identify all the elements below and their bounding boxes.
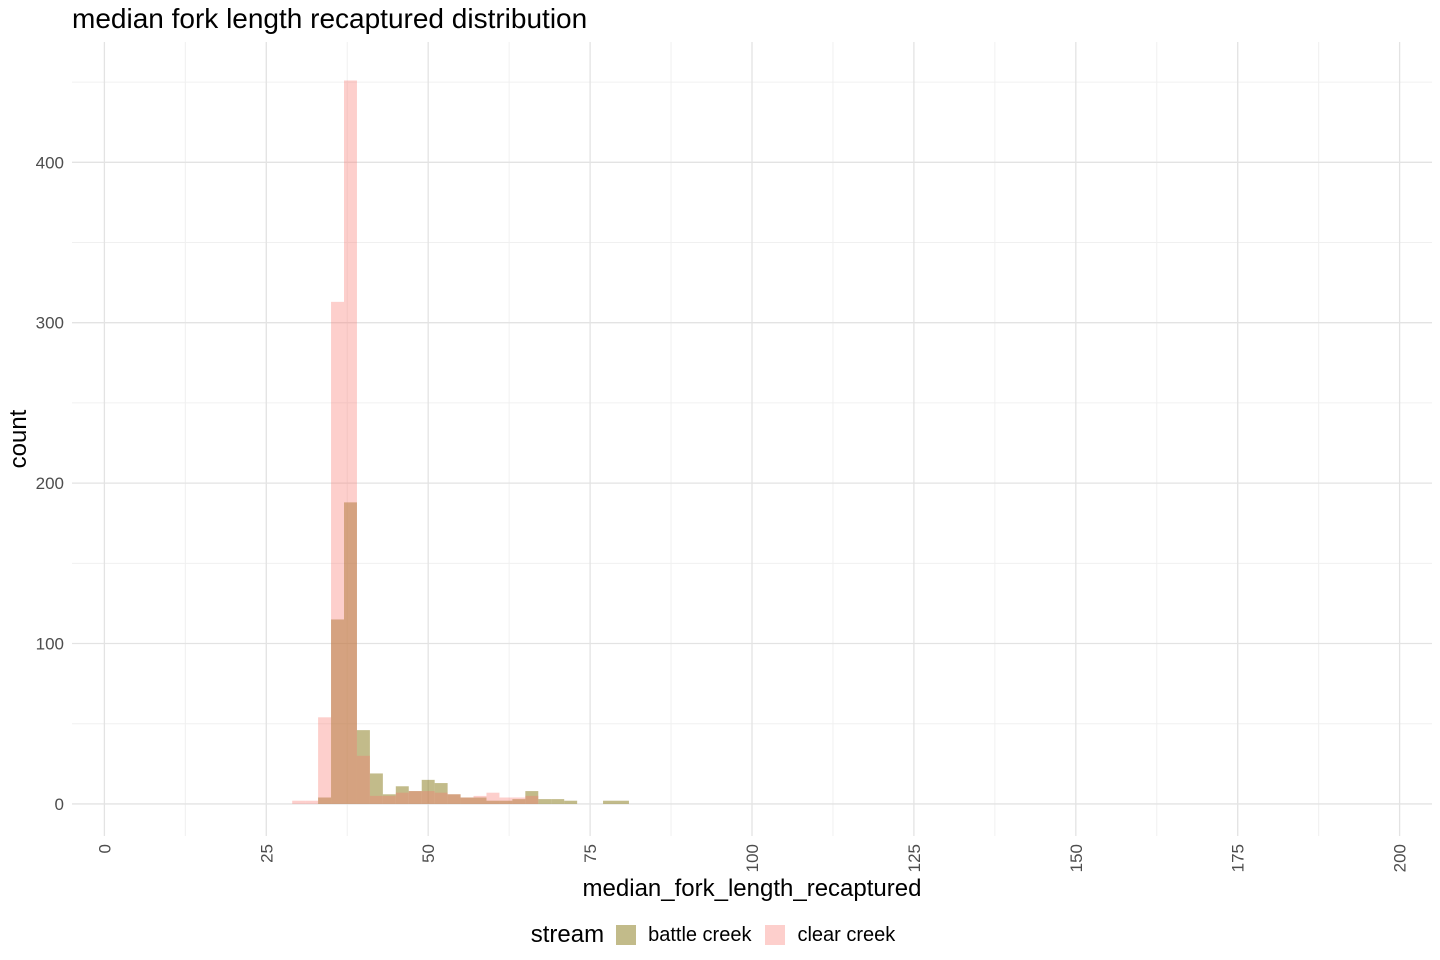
bar-battle-creek <box>512 799 526 804</box>
bar-battle-creek <box>331 619 344 804</box>
bar-battle-creek <box>486 800 500 804</box>
bar-battle-creek <box>525 791 539 804</box>
bar-battle-creek <box>564 800 578 804</box>
y-tick-label: 300 <box>36 314 64 333</box>
bar-clear-creek <box>499 797 513 804</box>
bar-battle-creek <box>616 800 629 804</box>
bar-clear-creek <box>382 795 396 804</box>
x-tick-label: 75 <box>581 844 600 863</box>
bar-clear-creek <box>421 791 435 804</box>
legend-title: stream <box>530 921 605 948</box>
x-axis-label: median_fork_length_recaptured <box>583 875 922 902</box>
bar-clear-creek <box>356 755 370 804</box>
bar-battle-creek <box>369 773 383 804</box>
bar-clear-creek <box>447 794 461 804</box>
y-tick-label: 200 <box>36 474 64 493</box>
bar-clear-creek <box>395 792 409 804</box>
bar-battle-creek <box>344 502 357 804</box>
x-tick-label: 25 <box>257 844 276 863</box>
x-tick-label: 200 <box>1391 844 1410 872</box>
bar-battle-creek <box>421 779 435 804</box>
bar-battle-creek <box>434 783 448 804</box>
tick-labels: 0 100 200 300 400 0 25 50 75 100 125 150 175 200 <box>36 153 1410 872</box>
bar-battle-creek <box>395 786 409 804</box>
bar-clear-creek <box>344 80 357 804</box>
bar-battle-creek <box>473 797 487 804</box>
bar-battle-creek <box>408 791 422 804</box>
y-axis-label: count <box>5 409 32 468</box>
x-tick-label: 50 <box>419 844 438 863</box>
y-tick-label: 100 <box>36 635 64 654</box>
legend-label-battle-creek: battle creek <box>648 923 752 946</box>
legend-key-clear-creek <box>765 925 786 945</box>
bar-battle-creek <box>499 800 513 804</box>
bar-clear-creek <box>525 795 539 804</box>
bar-clear-creek <box>460 797 474 804</box>
x-tick-label: 150 <box>1067 844 1086 872</box>
bar-clear-creek <box>473 795 487 804</box>
x-tick-label: 175 <box>1229 844 1248 872</box>
y-tick-label: 0 <box>55 795 64 814</box>
bar-battle-creek <box>318 797 332 804</box>
bars <box>292 80 629 804</box>
bar-clear-creek <box>369 795 383 804</box>
bar-battle-creek <box>447 794 461 804</box>
legend-label-clear-creek: clear creek <box>797 923 896 946</box>
bar-battle-creek <box>551 799 565 804</box>
bar-battle-creek <box>382 794 396 804</box>
x-tick-label: 100 <box>743 844 762 872</box>
x-tick-label: 125 <box>905 844 924 872</box>
y-tick-label: 400 <box>36 153 64 172</box>
x-tick-label: 0 <box>95 844 114 853</box>
bar-clear-creek <box>408 791 422 804</box>
bar-clear-creek <box>292 800 306 804</box>
legend-item-clear-creek: clear creek <box>765 924 895 947</box>
bar-battle-creek <box>538 799 552 804</box>
bar-clear-creek <box>331 301 344 804</box>
bar-battle-creek <box>603 800 616 804</box>
legend: stream battle creek clear creek <box>0 920 1440 950</box>
legend-key-battle-creek <box>616 925 637 945</box>
legend-item-battle-creek: battle creek <box>616 924 751 947</box>
grid-lines <box>72 42 1432 836</box>
bar-battle-creek <box>356 730 370 804</box>
bar-battle-creek <box>460 797 474 804</box>
bar-clear-creek <box>305 800 319 804</box>
chart-title: median fork length recaptured distributi… <box>72 3 588 34</box>
bar-clear-creek <box>486 792 500 804</box>
bar-clear-creek <box>318 717 332 804</box>
bar-clear-creek <box>434 792 448 804</box>
bar-clear-creek <box>512 797 526 804</box>
